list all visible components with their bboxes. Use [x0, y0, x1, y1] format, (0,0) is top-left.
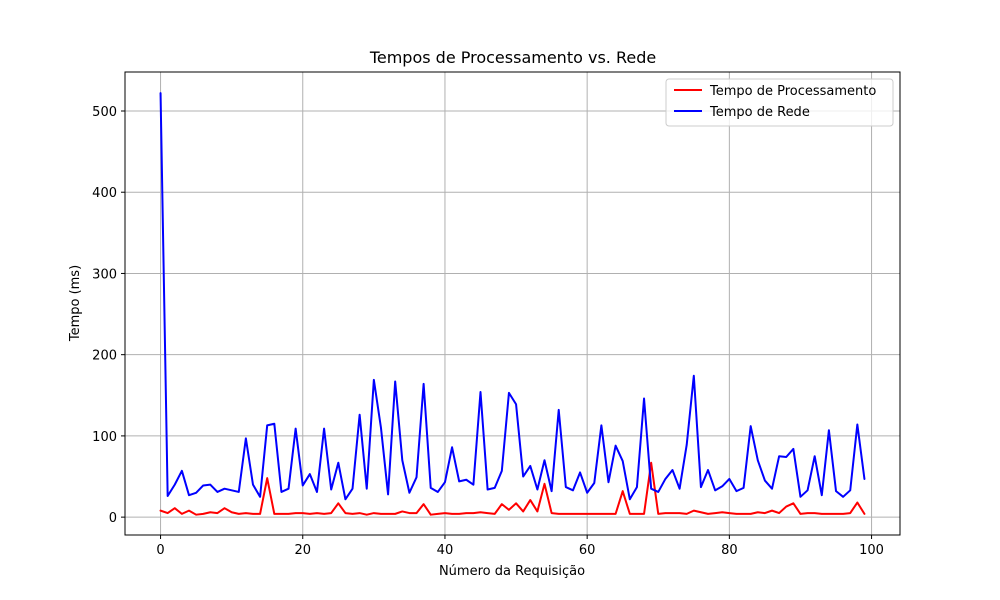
plot-area: [124, 71, 901, 536]
series-layer: [159, 92, 866, 516]
legend-box: [665, 78, 894, 127]
x-axis-label: Número da Requisição: [439, 564, 585, 579]
series-line-rede: [159, 92, 866, 501]
grid: [125, 72, 900, 535]
ticks: 0 20 40 60 80 100 0 100 200 300 400 500: [92, 105, 884, 558]
y-tick-label: 200: [92, 349, 117, 364]
legend-label-rede: Tempo de Rede: [709, 105, 810, 120]
y-tick-label: 0: [109, 511, 117, 526]
legend-label-processamento: Tempo de Processamento: [709, 84, 876, 99]
chart-title: Tempos de Processamento vs. Rede: [369, 48, 656, 67]
y-axis-label: Tempo (ms): [68, 265, 83, 342]
y-tick-label: 500: [92, 105, 117, 120]
y-tick-label: 300: [92, 267, 117, 282]
legend: Tempo de Processamento Tempo de Rede: [665, 78, 894, 127]
y-tick-label: 100: [92, 430, 117, 445]
y-tick-label: 400: [92, 186, 117, 201]
x-tick-label: 40: [437, 543, 454, 558]
x-tick-label: 60: [579, 543, 596, 558]
x-tick-label: 80: [721, 543, 738, 558]
x-tick-label: 0: [156, 543, 164, 558]
x-tick-label: 20: [294, 543, 311, 558]
x-tick-label: 100: [859, 543, 884, 558]
series-line-processamento: [159, 461, 866, 516]
